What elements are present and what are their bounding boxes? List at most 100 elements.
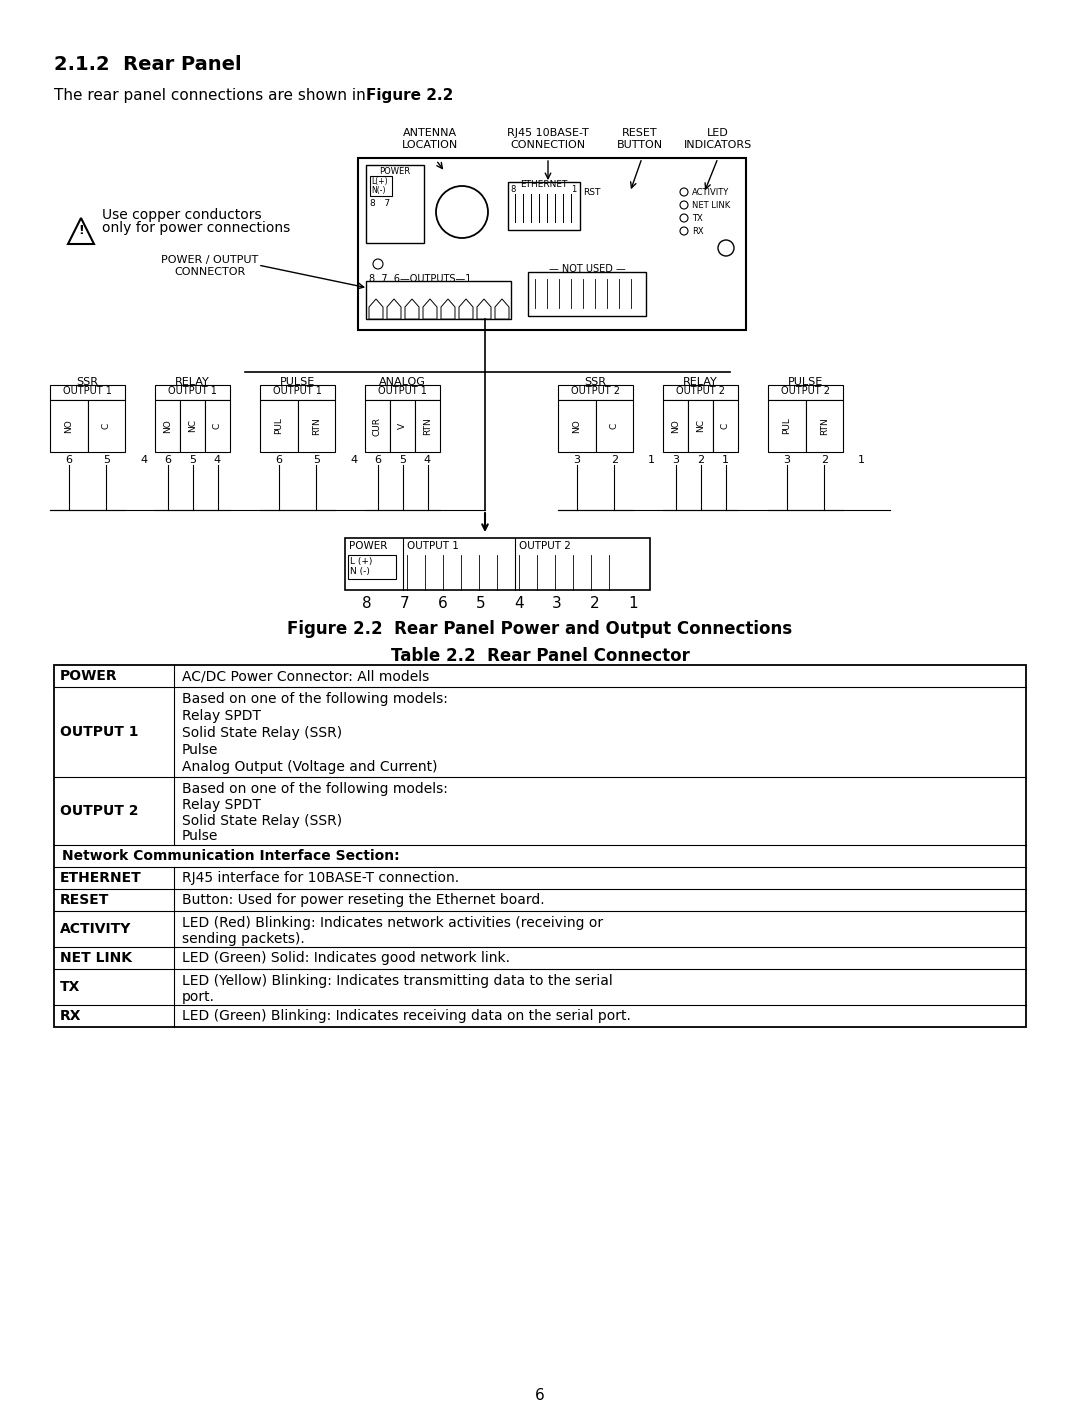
- Bar: [528, 273, 646, 316]
- Text: 3: 3: [783, 455, 791, 465]
- Text: NO: NO: [64, 419, 73, 433]
- Text: 6: 6: [535, 1388, 545, 1404]
- Text: N(-): N(-): [372, 186, 386, 195]
- Text: 8: 8: [510, 185, 515, 193]
- Text: Based on one of the following models:: Based on one of the following models:: [183, 692, 448, 706]
- Bar: [390, 400, 415, 452]
- Text: RESET: RESET: [60, 892, 109, 907]
- Text: OUTPUT 1: OUTPUT 1: [63, 385, 112, 395]
- Polygon shape: [495, 299, 509, 319]
- Text: LED: LED: [707, 128, 729, 138]
- Text: Network Communication Interface Section:: Network Communication Interface Section:: [62, 849, 400, 863]
- Text: 2: 2: [610, 455, 618, 465]
- Text: 1: 1: [859, 455, 865, 465]
- Text: The rear panel connections are shown in: The rear panel connections are shown in: [54, 88, 370, 103]
- Text: OUTPUT 1: OUTPUT 1: [273, 385, 322, 395]
- Text: 8: 8: [362, 596, 372, 611]
- Text: RTN: RTN: [423, 417, 432, 435]
- Text: NC: NC: [696, 419, 705, 432]
- Text: 6: 6: [164, 455, 171, 465]
- Text: 6: 6: [275, 455, 282, 465]
- Text: !: !: [78, 225, 84, 237]
- Text: CUR: CUR: [373, 417, 382, 435]
- Text: Figure 2.2  Rear Panel Power and Output Connections: Figure 2.2 Rear Panel Power and Output C…: [287, 620, 793, 638]
- Text: 3: 3: [552, 596, 562, 611]
- Text: 2: 2: [590, 596, 599, 611]
- Text: 5: 5: [189, 455, 195, 465]
- Bar: [806, 400, 843, 452]
- Text: OUTPUT 2: OUTPUT 2: [60, 803, 138, 818]
- Bar: [260, 385, 335, 400]
- Bar: [297, 400, 335, 452]
- Bar: [713, 400, 738, 452]
- Text: PULSE: PULSE: [280, 377, 315, 387]
- Text: NO: NO: [671, 419, 680, 433]
- Text: 8  7  6—OUTPUTS—1: 8 7 6—OUTPUTS—1: [369, 274, 471, 284]
- Text: ACTIVITY: ACTIVITY: [692, 188, 729, 198]
- Text: RESET: RESET: [622, 128, 658, 138]
- Text: POWER: POWER: [349, 541, 388, 551]
- Text: C: C: [213, 422, 222, 429]
- Text: 5: 5: [103, 455, 110, 465]
- Text: LOCATION: LOCATION: [402, 140, 458, 150]
- Text: L(+): L(+): [372, 176, 388, 186]
- Text: TX: TX: [692, 215, 703, 223]
- Text: LED (Green) Blinking: Indicates receiving data on the serial port.: LED (Green) Blinking: Indicates receivin…: [183, 1010, 631, 1024]
- Text: OUTPUT 1: OUTPUT 1: [168, 385, 217, 395]
- Text: 5: 5: [399, 455, 406, 465]
- Polygon shape: [369, 299, 383, 319]
- Text: 5: 5: [313, 455, 320, 465]
- Bar: [50, 385, 125, 400]
- Text: Use copper conductors: Use copper conductors: [102, 208, 261, 222]
- Text: SSR: SSR: [77, 377, 98, 387]
- Bar: [50, 400, 87, 452]
- Text: C: C: [721, 422, 730, 429]
- Text: 3: 3: [573, 455, 580, 465]
- Bar: [345, 538, 650, 590]
- Text: RJ45 10BASE-T: RJ45 10BASE-T: [508, 128, 589, 138]
- Text: PUL: PUL: [274, 418, 283, 435]
- Text: OUTPUT 2: OUTPUT 2: [571, 385, 620, 395]
- Bar: [370, 176, 392, 196]
- Text: POWER: POWER: [379, 167, 410, 176]
- Text: NET LINK: NET LINK: [692, 201, 730, 210]
- Text: RTN: RTN: [312, 417, 321, 435]
- Text: BUTTON: BUTTON: [617, 140, 663, 150]
- Text: NET LINK: NET LINK: [60, 952, 132, 964]
- Bar: [768, 385, 843, 400]
- Text: OUTPUT 1: OUTPUT 1: [60, 724, 138, 738]
- Text: TX: TX: [60, 980, 80, 994]
- Text: PULSE: PULSE: [788, 377, 823, 387]
- Bar: [365, 400, 390, 452]
- Polygon shape: [405, 299, 419, 319]
- Text: RST: RST: [583, 188, 600, 198]
- Text: LED (Green) Solid: Indicates good network link.: LED (Green) Solid: Indicates good networ…: [183, 952, 510, 964]
- Polygon shape: [459, 299, 473, 319]
- Text: 4: 4: [350, 455, 357, 465]
- Text: CONNECTOR: CONNECTOR: [174, 267, 245, 277]
- Text: ETHERNET: ETHERNET: [521, 179, 568, 189]
- Text: POWER / OUTPUT: POWER / OUTPUT: [161, 256, 258, 265]
- Text: PUL: PUL: [782, 418, 792, 435]
- Text: 4: 4: [140, 455, 147, 465]
- Text: Solid State Relay (SSR): Solid State Relay (SSR): [183, 726, 342, 740]
- Text: 4: 4: [514, 596, 524, 611]
- Text: 4: 4: [424, 455, 431, 465]
- Text: CONNECTION: CONNECTION: [511, 140, 585, 150]
- Text: 8   7: 8 7: [370, 199, 390, 208]
- Text: SSR: SSR: [584, 377, 607, 387]
- Text: Table 2.2  Rear Panel Connector: Table 2.2 Rear Panel Connector: [391, 647, 689, 665]
- Text: LED (Red) Blinking: Indicates network activities (receiving or: LED (Red) Blinking: Indicates network ac…: [183, 916, 603, 931]
- Text: Relay SPDT: Relay SPDT: [183, 709, 261, 723]
- Text: only for power connections: only for power connections: [102, 222, 291, 234]
- Bar: [365, 385, 440, 400]
- Bar: [688, 400, 713, 452]
- Text: OUTPUT 1: OUTPUT 1: [407, 541, 459, 551]
- Text: AC/DC Power Connector: All models: AC/DC Power Connector: All models: [183, 669, 429, 683]
- Text: RELAY: RELAY: [684, 377, 718, 387]
- Bar: [595, 400, 633, 452]
- Bar: [348, 555, 396, 579]
- Bar: [366, 165, 424, 243]
- Polygon shape: [68, 217, 94, 244]
- Text: C: C: [610, 422, 619, 429]
